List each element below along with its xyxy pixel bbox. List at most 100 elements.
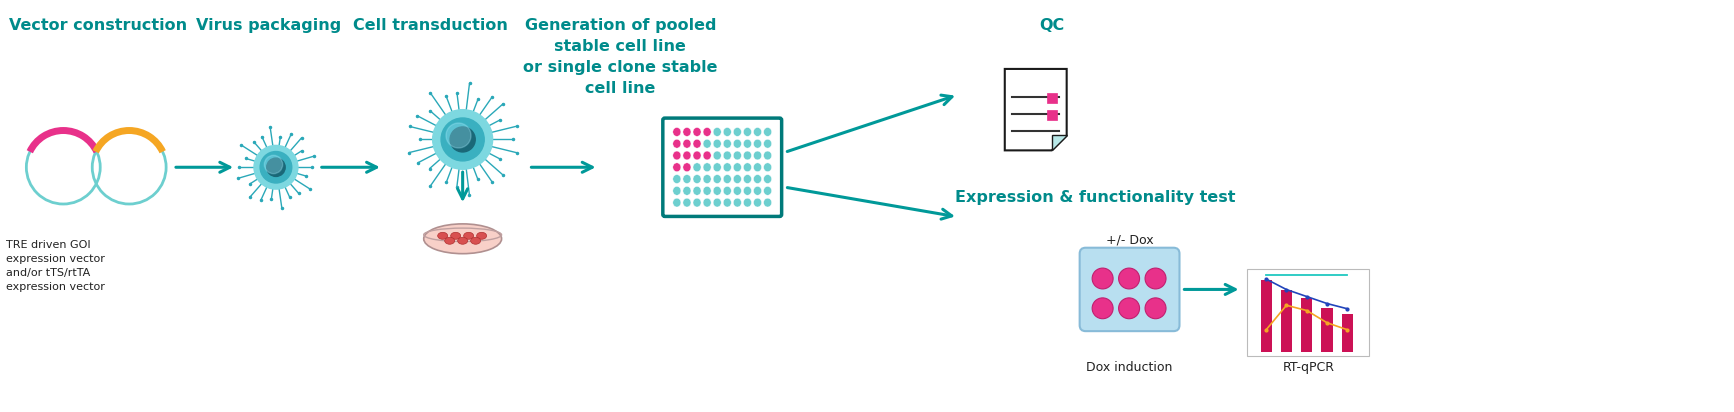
Ellipse shape [713, 186, 721, 195]
Ellipse shape [477, 232, 487, 239]
Ellipse shape [713, 151, 721, 160]
Ellipse shape [754, 139, 761, 148]
Ellipse shape [451, 232, 461, 239]
Text: Generation of pooled
stable cell line
or single clone stable
cell line: Generation of pooled stable cell line or… [524, 18, 718, 96]
Ellipse shape [702, 163, 711, 172]
Polygon shape [1004, 69, 1066, 150]
Ellipse shape [673, 128, 681, 136]
Ellipse shape [723, 186, 732, 195]
Bar [1281, 290, 1292, 352]
Ellipse shape [733, 175, 742, 183]
Ellipse shape [723, 198, 732, 207]
Ellipse shape [733, 151, 742, 160]
Circle shape [1118, 298, 1139, 319]
Ellipse shape [733, 198, 742, 207]
Ellipse shape [694, 175, 701, 183]
Text: Virus packaging: Virus packaging [196, 18, 342, 33]
Ellipse shape [763, 175, 772, 183]
Ellipse shape [683, 163, 690, 172]
Ellipse shape [673, 139, 681, 148]
Ellipse shape [723, 163, 732, 172]
Ellipse shape [754, 175, 761, 183]
Ellipse shape [683, 139, 690, 148]
Text: TRE driven GOI
expression vector
and/or tTS/rtTA
expression vector: TRE driven GOI expression vector and/or … [7, 240, 106, 292]
Ellipse shape [723, 128, 732, 136]
Ellipse shape [723, 175, 732, 183]
Ellipse shape [733, 128, 742, 136]
Circle shape [1144, 268, 1165, 289]
Ellipse shape [754, 198, 761, 207]
Ellipse shape [683, 186, 690, 195]
Ellipse shape [754, 186, 761, 195]
Ellipse shape [744, 139, 751, 148]
Ellipse shape [763, 163, 772, 172]
Ellipse shape [713, 163, 721, 172]
Ellipse shape [723, 151, 732, 160]
Ellipse shape [763, 186, 772, 195]
Ellipse shape [470, 237, 480, 244]
Ellipse shape [694, 151, 701, 160]
Ellipse shape [702, 151, 711, 160]
Circle shape [253, 145, 298, 189]
FancyBboxPatch shape [1080, 248, 1179, 331]
Bar [1342, 314, 1353, 352]
Ellipse shape [673, 151, 681, 160]
Ellipse shape [683, 128, 690, 136]
Ellipse shape [694, 128, 701, 136]
Circle shape [1092, 298, 1113, 319]
Ellipse shape [723, 139, 732, 148]
Ellipse shape [744, 175, 751, 183]
Text: Cell transduction: Cell transduction [352, 18, 508, 33]
Ellipse shape [694, 198, 701, 207]
Polygon shape [1053, 136, 1066, 150]
Ellipse shape [744, 128, 751, 136]
Ellipse shape [733, 139, 742, 148]
Ellipse shape [713, 175, 721, 183]
Ellipse shape [673, 163, 681, 172]
Ellipse shape [702, 128, 711, 136]
Bar [1261, 281, 1271, 352]
Ellipse shape [683, 198, 690, 207]
FancyBboxPatch shape [662, 118, 782, 216]
Ellipse shape [744, 151, 751, 160]
Ellipse shape [702, 198, 711, 207]
Ellipse shape [763, 139, 772, 148]
Ellipse shape [744, 186, 751, 195]
Text: +/- Dox: +/- Dox [1106, 234, 1153, 247]
Circle shape [1092, 268, 1113, 289]
Circle shape [260, 152, 291, 183]
Bar [1247, 269, 1370, 356]
Ellipse shape [713, 128, 721, 136]
Ellipse shape [763, 151, 772, 160]
Ellipse shape [754, 128, 761, 136]
Ellipse shape [437, 232, 447, 239]
Ellipse shape [763, 198, 772, 207]
Text: Vector construction: Vector construction [9, 18, 187, 33]
Circle shape [267, 158, 284, 176]
Circle shape [451, 127, 475, 152]
Ellipse shape [713, 139, 721, 148]
Circle shape [440, 118, 484, 161]
Ellipse shape [694, 163, 701, 172]
Circle shape [1118, 268, 1139, 289]
Ellipse shape [444, 237, 454, 244]
Text: Dox induction: Dox induction [1087, 361, 1172, 374]
Ellipse shape [702, 186, 711, 195]
Ellipse shape [702, 175, 711, 183]
Text: QC: QC [1040, 18, 1065, 33]
Ellipse shape [744, 163, 751, 172]
Ellipse shape [733, 186, 742, 195]
Ellipse shape [754, 163, 761, 172]
Text: Expression & functionality test: Expression & functionality test [955, 190, 1235, 205]
Ellipse shape [683, 175, 690, 183]
Ellipse shape [694, 139, 701, 148]
Bar [1321, 308, 1333, 352]
Ellipse shape [683, 151, 690, 160]
Ellipse shape [458, 237, 468, 244]
Bar [1047, 110, 1056, 119]
Circle shape [434, 110, 492, 169]
Ellipse shape [713, 198, 721, 207]
Ellipse shape [673, 198, 681, 207]
Bar [1047, 93, 1056, 103]
Circle shape [1144, 298, 1165, 319]
